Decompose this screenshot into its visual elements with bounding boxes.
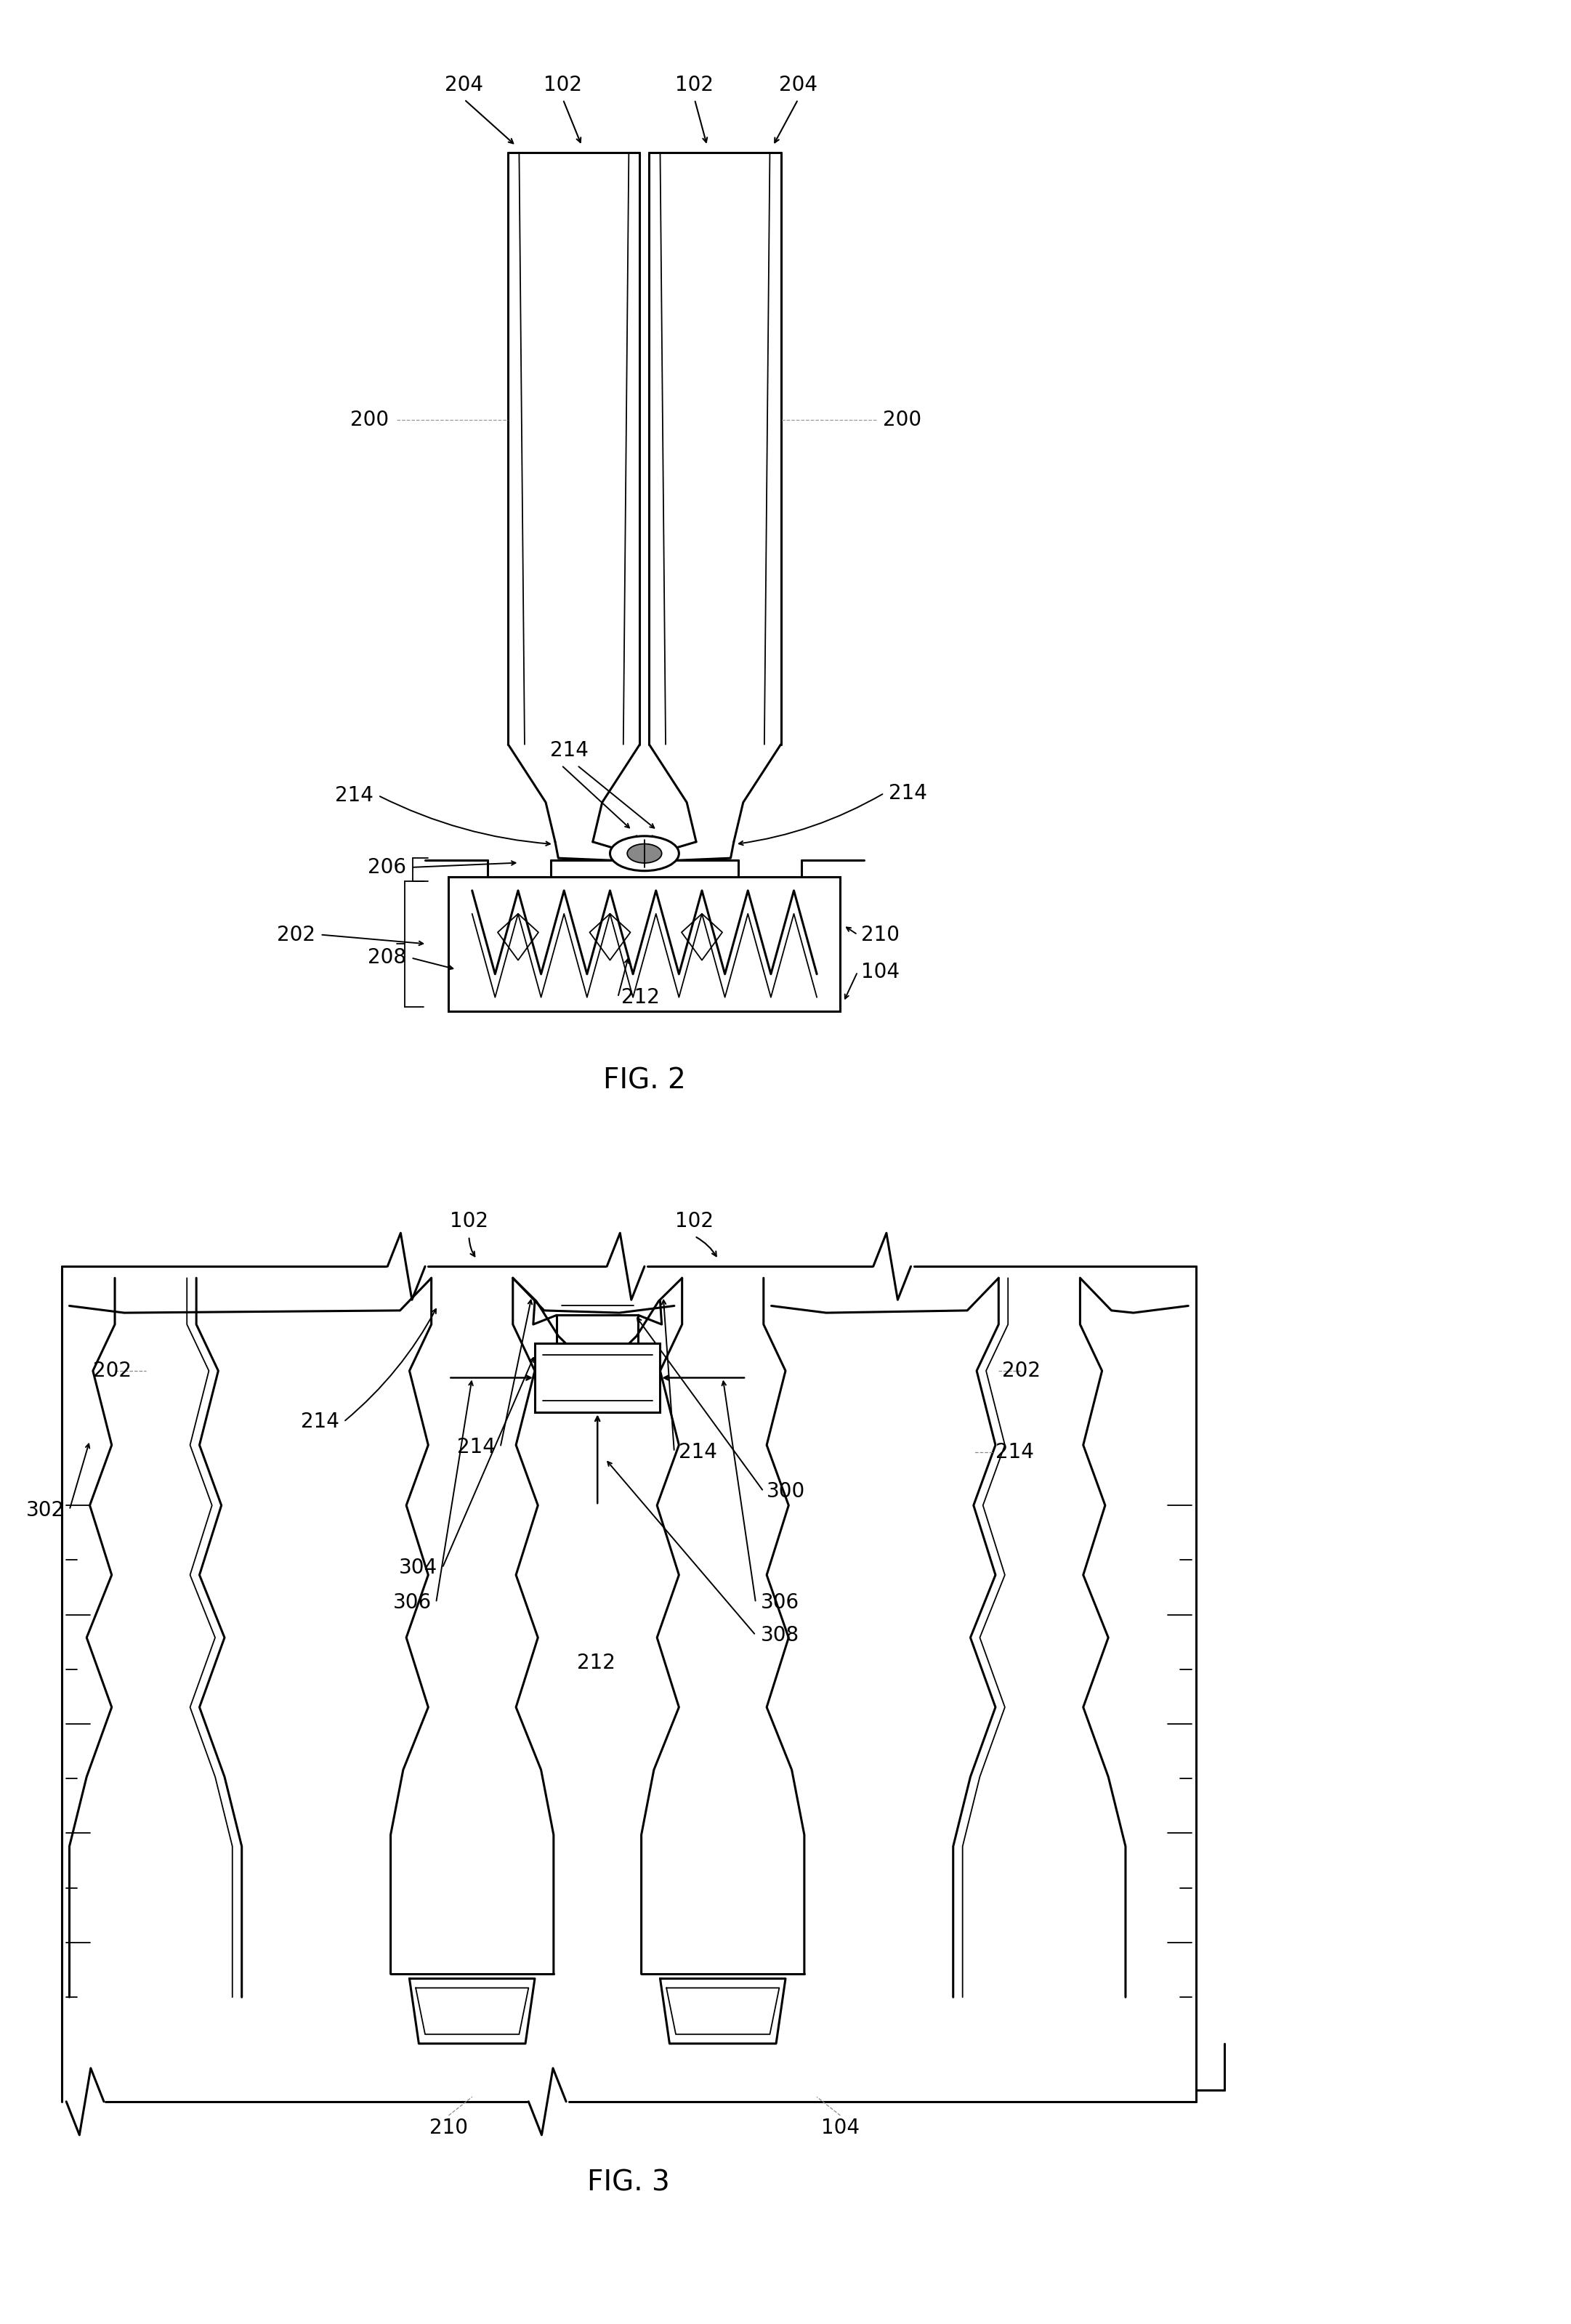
Text: 104: 104 (822, 2117, 859, 2138)
Ellipse shape (610, 837, 679, 872)
Text: FIG. 2: FIG. 2 (603, 1067, 687, 1095)
Text: 214: 214 (457, 1436, 495, 1457)
Text: 308: 308 (760, 1624, 800, 1645)
Text: 214: 214 (996, 1441, 1034, 1462)
Text: 214: 214 (679, 1441, 718, 1462)
Text: 206: 206 (368, 858, 407, 878)
Text: 212: 212 (577, 1652, 616, 1673)
Text: 200: 200 (883, 409, 921, 430)
Text: 306: 306 (393, 1592, 432, 1613)
Text: 306: 306 (760, 1592, 800, 1613)
Text: 204: 204 (779, 74, 817, 95)
Text: 102: 102 (449, 1211, 489, 1232)
Text: 104: 104 (861, 962, 899, 983)
Text: 102: 102 (676, 1211, 713, 1232)
Text: 202: 202 (1002, 1360, 1040, 1380)
Text: 202: 202 (93, 1360, 132, 1380)
Bar (534, 1343, 660, 1413)
Text: 200: 200 (350, 409, 390, 430)
Text: 102: 102 (544, 74, 583, 95)
Text: 208: 208 (368, 948, 407, 969)
Text: 102: 102 (676, 74, 713, 95)
Text: 212: 212 (621, 988, 660, 1006)
Ellipse shape (627, 844, 661, 862)
Text: 302: 302 (27, 1499, 64, 1520)
Text: 300: 300 (767, 1480, 806, 1501)
Text: 214: 214 (335, 786, 374, 806)
Text: 214: 214 (889, 783, 927, 804)
Text: 202: 202 (276, 925, 316, 946)
Bar (449, 876, 840, 1011)
Text: 304: 304 (399, 1557, 438, 1578)
Text: 214: 214 (550, 741, 589, 760)
Text: FIG. 3: FIG. 3 (588, 2168, 671, 2196)
Text: 210: 210 (429, 2117, 468, 2138)
Text: 214: 214 (300, 1411, 339, 1432)
Text: 210: 210 (861, 925, 899, 946)
Text: 204: 204 (445, 74, 484, 95)
